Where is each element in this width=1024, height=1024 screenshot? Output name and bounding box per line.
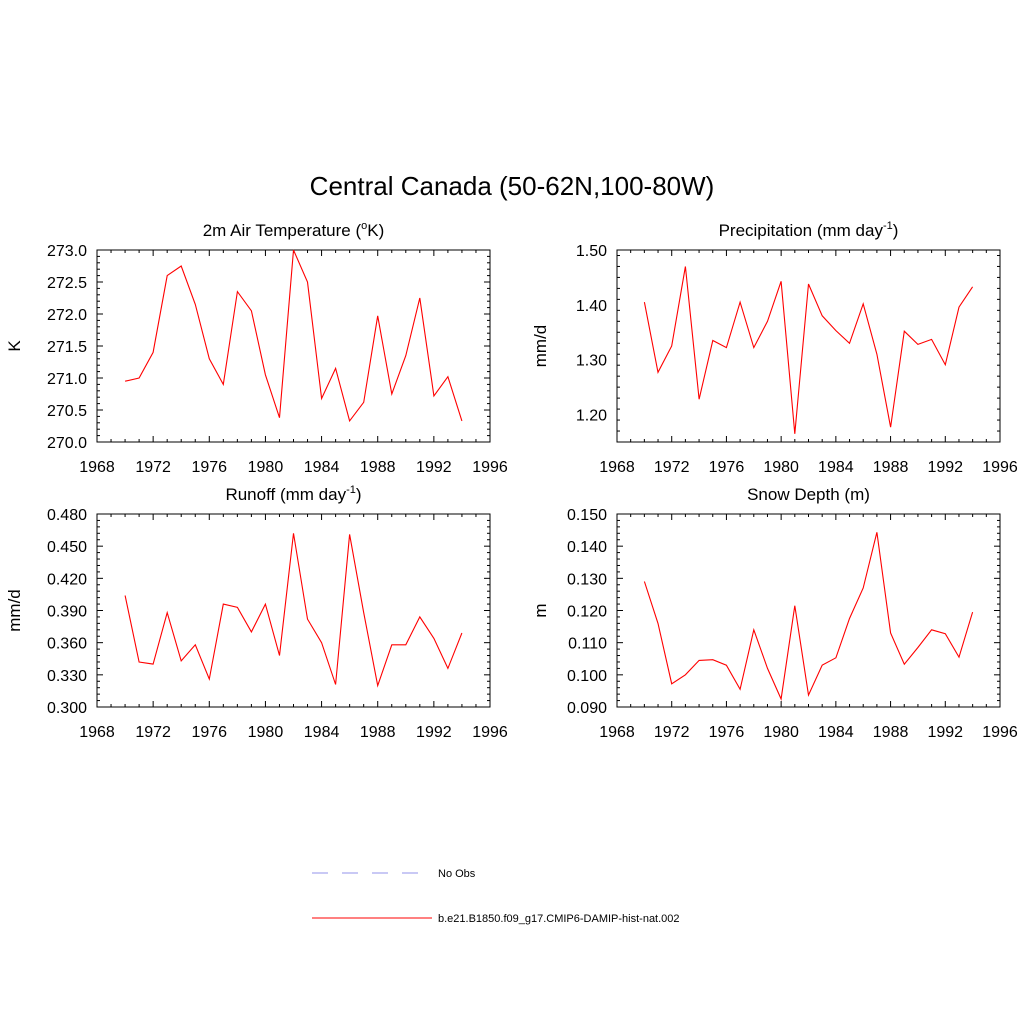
legend: No Obs b.e21.B1850.f09_g17.CMIP6-DAMIP-h… xyxy=(312,868,680,925)
x-tick-label: 1984 xyxy=(818,459,854,476)
y-tick-label: 0.480 xyxy=(47,507,87,524)
x-tick-label: 1996 xyxy=(472,459,508,476)
y-axis-label: K xyxy=(5,340,24,352)
y-axis-label: m xyxy=(531,603,550,617)
y-tick-label: 1.20 xyxy=(576,408,607,425)
y-tick-label: 0.390 xyxy=(47,604,87,621)
x-tick-label: 1980 xyxy=(763,459,799,476)
y-tick-label: 1.40 xyxy=(576,298,607,315)
x-tick-label: 1996 xyxy=(982,724,1018,741)
x-tick-label: 1972 xyxy=(654,459,690,476)
subplot-title: Precipitation (mm day-1) xyxy=(719,220,899,240)
x-tick-label: 1984 xyxy=(304,724,340,741)
y-tick-label: 270.0 xyxy=(47,435,87,452)
x-tick-label: 1972 xyxy=(135,459,171,476)
x-tick-label: 1996 xyxy=(472,724,508,741)
x-tick-label: 1976 xyxy=(191,724,227,741)
y-axis-label: mm/d xyxy=(5,589,24,632)
y-axis-label: mm/d xyxy=(531,325,550,368)
series-line-1 xyxy=(124,249,463,423)
x-tick-label: 1992 xyxy=(927,459,963,476)
y-tick-label: 0.420 xyxy=(47,571,87,588)
y-tick-label: 1.30 xyxy=(576,353,607,370)
y-tick-label: 0.140 xyxy=(567,539,607,556)
y-tick-label: 0.120 xyxy=(567,604,607,621)
subplot-title: Runoff (mm day-1) xyxy=(225,484,361,504)
subplot-title: 2m Air Temperature (oK) xyxy=(203,220,385,240)
x-tick-label: 1996 xyxy=(982,459,1018,476)
legend-label-no-obs: No Obs xyxy=(438,868,476,880)
y-tick-label: 0.100 xyxy=(567,668,607,685)
x-tick-label: 1980 xyxy=(248,459,284,476)
panel-2: 1968 1972 1976 1980 1984 1988 1992 1996 1.20 1.30… xyxy=(531,220,1018,476)
x-tick-label: 1988 xyxy=(873,724,909,741)
x-tick-label: 1988 xyxy=(873,459,909,476)
y-tick-label: 0.330 xyxy=(47,668,87,685)
x-tick-label: 1968 xyxy=(79,459,115,476)
y-tick-label: 272.0 xyxy=(47,307,87,324)
series-line-1 xyxy=(643,266,974,434)
plot-frame xyxy=(96,249,491,443)
y-tick-label: 0.130 xyxy=(567,571,607,588)
x-tick-label: 1976 xyxy=(191,459,227,476)
y-tick-label: 0.300 xyxy=(47,700,87,717)
y-tick-label: 271.5 xyxy=(47,339,87,356)
x-tick-label: 1972 xyxy=(135,724,171,741)
y-tick-label: 0.450 xyxy=(47,539,87,556)
y-tick-label: 272.5 xyxy=(47,275,87,292)
x-tick-label: 1988 xyxy=(360,459,396,476)
y-tick-label: 0.150 xyxy=(567,507,607,524)
x-tick-label: 1968 xyxy=(599,459,635,476)
x-tick-label: 1968 xyxy=(79,724,115,741)
x-tick-label: 1976 xyxy=(709,459,745,476)
y-tick-label: 0.090 xyxy=(567,700,607,717)
panel-3: 1968 1972 1976 1980 1984 1988 1992 1996 0.300 0.3… xyxy=(5,484,508,741)
series-line-1 xyxy=(124,533,463,688)
y-tick-label: 0.360 xyxy=(47,636,87,653)
x-tick-label: 1980 xyxy=(763,724,799,741)
x-tick-label: 1984 xyxy=(304,459,340,476)
x-tick-label: 1984 xyxy=(818,724,854,741)
x-tick-label: 1968 xyxy=(599,724,635,741)
plot-frame xyxy=(96,513,491,708)
x-tick-label: 1980 xyxy=(248,724,284,741)
panel-4: 1968 1972 1976 1980 1984 1988 1992 1996 0.090 0.1… xyxy=(531,485,1018,741)
subplot-title: Snow Depth (m) xyxy=(747,485,870,504)
series-line-1 xyxy=(643,532,974,701)
y-tick-label: 270.5 xyxy=(47,403,87,420)
plot-frame xyxy=(616,513,1001,708)
plot-frame xyxy=(616,249,1001,443)
x-tick-label: 1988 xyxy=(360,724,396,741)
y-tick-label: 1.50 xyxy=(576,243,607,260)
x-tick-label: 1992 xyxy=(416,459,452,476)
x-tick-label: 1992 xyxy=(416,724,452,741)
legend-label-model: b.e21.B1850.f09_g17.CMIP6-DAMIP-hist-nat… xyxy=(438,913,680,925)
figure-title: Central Canada (50-62N,100-80W) xyxy=(310,171,715,201)
x-tick-label: 1972 xyxy=(654,724,690,741)
panel-1: 1968 1972 1976 1980 1984 1988 1992 1996 270.0 270… xyxy=(5,220,508,476)
y-tick-label: 0.110 xyxy=(568,636,607,653)
x-tick-label: 1976 xyxy=(709,724,745,741)
y-tick-label: 273.0 xyxy=(47,243,87,260)
panels: 1968 1972 1976 1980 1984 1988 1992 1996 270.0 270… xyxy=(5,220,1018,741)
x-tick-label: 1992 xyxy=(927,724,963,741)
y-tick-label: 271.0 xyxy=(47,371,87,388)
